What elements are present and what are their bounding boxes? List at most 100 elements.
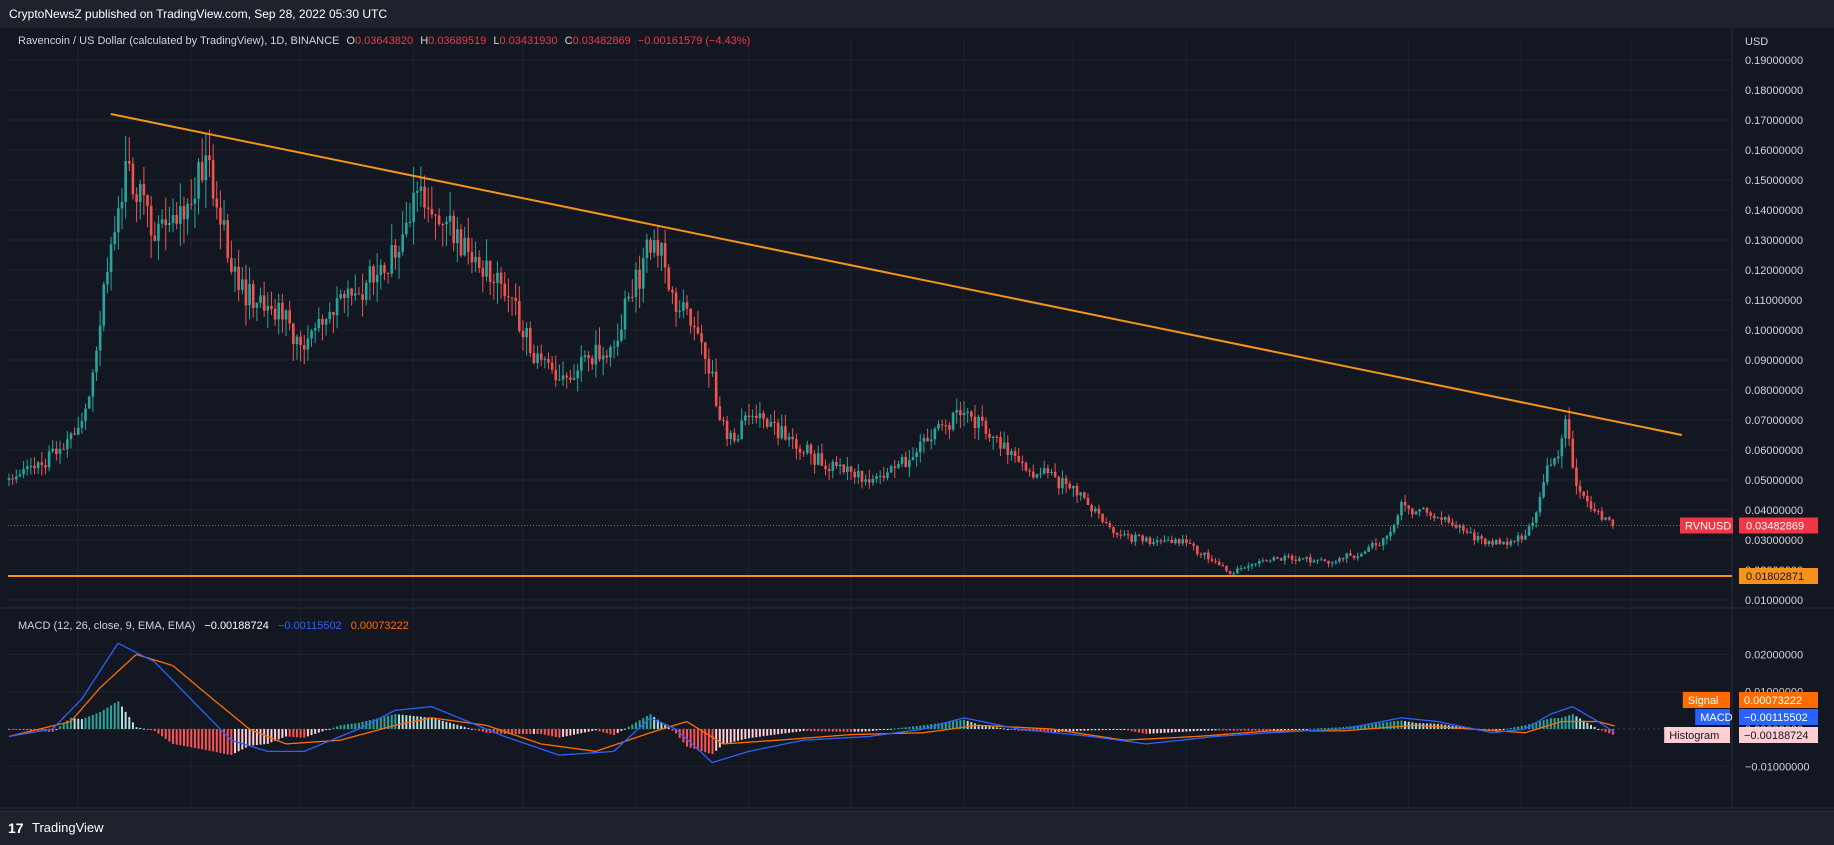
chart-area[interactable]: AugSepOctNovDec2022FebMarAprMayJunJulAug…	[0, 28, 1834, 810]
macd-histogram-bar	[1130, 729, 1133, 732]
macd-histogram-bar	[1298, 729, 1301, 730]
candle-body	[1502, 541, 1505, 545]
candle-body	[1294, 559, 1298, 561]
candle-body	[842, 464, 846, 473]
candle-body	[1254, 563, 1257, 565]
macd-histogram-bar	[456, 724, 459, 729]
macd-histogram-bar	[500, 729, 503, 734]
candle-body	[514, 297, 517, 301]
candle-body	[1407, 505, 1411, 509]
macd-histogram-bar	[110, 705, 113, 729]
macd-histogram-bar	[1138, 729, 1140, 733]
candle-body	[171, 214, 175, 224]
candle-body	[682, 302, 685, 311]
macd-histogram-value: −0.00188724	[204, 620, 269, 632]
candle-body	[532, 352, 536, 364]
macd-histogram-bar	[912, 726, 914, 729]
candle-body	[663, 242, 667, 268]
candle-body	[47, 451, 51, 468]
macd-histogram-bar	[281, 729, 284, 738]
candle-body	[1309, 557, 1312, 563]
macd-histogram-bar	[1108, 729, 1111, 730]
macd-histogram-bar	[1400, 720, 1403, 729]
candle-body	[357, 293, 361, 295]
macd-histogram-bar	[948, 721, 951, 729]
macd-histogram-bar	[29, 729, 32, 731]
candle-body	[510, 297, 514, 299]
macd-histogram-bar	[711, 729, 714, 755]
candle-body	[1079, 492, 1082, 496]
macd-histogram-bar	[1094, 729, 1097, 731]
candle-body	[1221, 564, 1225, 566]
candle-body	[780, 426, 784, 439]
candle-body	[1476, 536, 1480, 541]
candle-body	[784, 426, 787, 440]
candle-body	[1498, 539, 1502, 545]
macd-histogram-bar	[791, 729, 794, 733]
candle-body	[496, 272, 499, 284]
candle-body	[641, 258, 645, 289]
candle-body	[707, 358, 711, 374]
candle-body	[1123, 534, 1126, 536]
macd-histogram-bar	[511, 729, 514, 734]
candle-body	[1064, 478, 1068, 484]
macd-histogram-bar	[886, 729, 889, 730]
publish-text: CryptoNewsZ published on TradingView.com…	[9, 7, 387, 21]
macd-histogram-bar	[1240, 729, 1243, 731]
macd-histogram-bar	[700, 729, 703, 752]
macd-histogram-bar	[430, 717, 433, 729]
candle-body	[18, 474, 22, 477]
macd-histogram-bar	[1134, 729, 1137, 732]
candle-body	[1305, 557, 1308, 560]
macd-histogram-bar	[671, 729, 674, 731]
low-label: L	[493, 35, 500, 47]
macd-histogram-bar	[347, 724, 349, 729]
candle-body	[55, 448, 58, 455]
macd-histogram-bar	[1254, 729, 1257, 731]
candle-body	[1053, 471, 1057, 477]
candle-body	[882, 475, 886, 478]
macd-histogram-bar	[744, 729, 747, 740]
macd-histogram-bar	[1309, 728, 1312, 730]
candle-body	[1155, 540, 1159, 543]
candle-body	[1247, 566, 1250, 568]
candle-body	[1429, 512, 1432, 516]
candle-body	[1527, 526, 1531, 536]
candle-body	[58, 448, 62, 455]
macd-histogram-bar	[201, 729, 204, 750]
candle-body	[696, 327, 700, 334]
macd-histogram-bar	[376, 718, 379, 729]
macd-histogram-bar	[638, 720, 641, 729]
candle-body	[499, 272, 503, 284]
macd-histogram-bar	[540, 729, 543, 735]
candle-body	[889, 466, 893, 473]
candle-body	[747, 415, 751, 417]
macd-histogram-bar	[332, 727, 335, 729]
candle-body	[1279, 558, 1283, 561]
macd-value-tag-label: −0.00115502	[1744, 712, 1808, 724]
macd-histogram-bar	[1582, 720, 1585, 729]
candle-body	[1436, 517, 1440, 519]
candle-body	[1050, 471, 1053, 474]
candle-body	[131, 163, 135, 195]
macd-histogram-bar	[303, 729, 306, 738]
macd-histogram-bar	[890, 728, 893, 730]
macd-histogram-bar	[317, 729, 320, 733]
macd-histogram-bar	[212, 729, 215, 752]
candle-body	[313, 328, 317, 331]
candle-body	[452, 215, 456, 244]
candle-body	[660, 242, 663, 256]
macd-histogram-bar	[551, 729, 554, 737]
candle-body	[189, 203, 193, 205]
candle-body	[1031, 471, 1035, 478]
candle-body	[765, 418, 769, 427]
candle-body	[692, 325, 696, 328]
macd-histogram-bar	[1054, 729, 1057, 733]
macd-histogram-bar	[263, 729, 266, 745]
macd-histogram-bar	[882, 729, 885, 730]
candle-body	[1549, 464, 1553, 466]
macd-histogram-bar	[474, 729, 477, 730]
candle-body	[827, 469, 831, 471]
macd-histogram-bar	[306, 729, 309, 737]
candle-body	[335, 298, 339, 316]
